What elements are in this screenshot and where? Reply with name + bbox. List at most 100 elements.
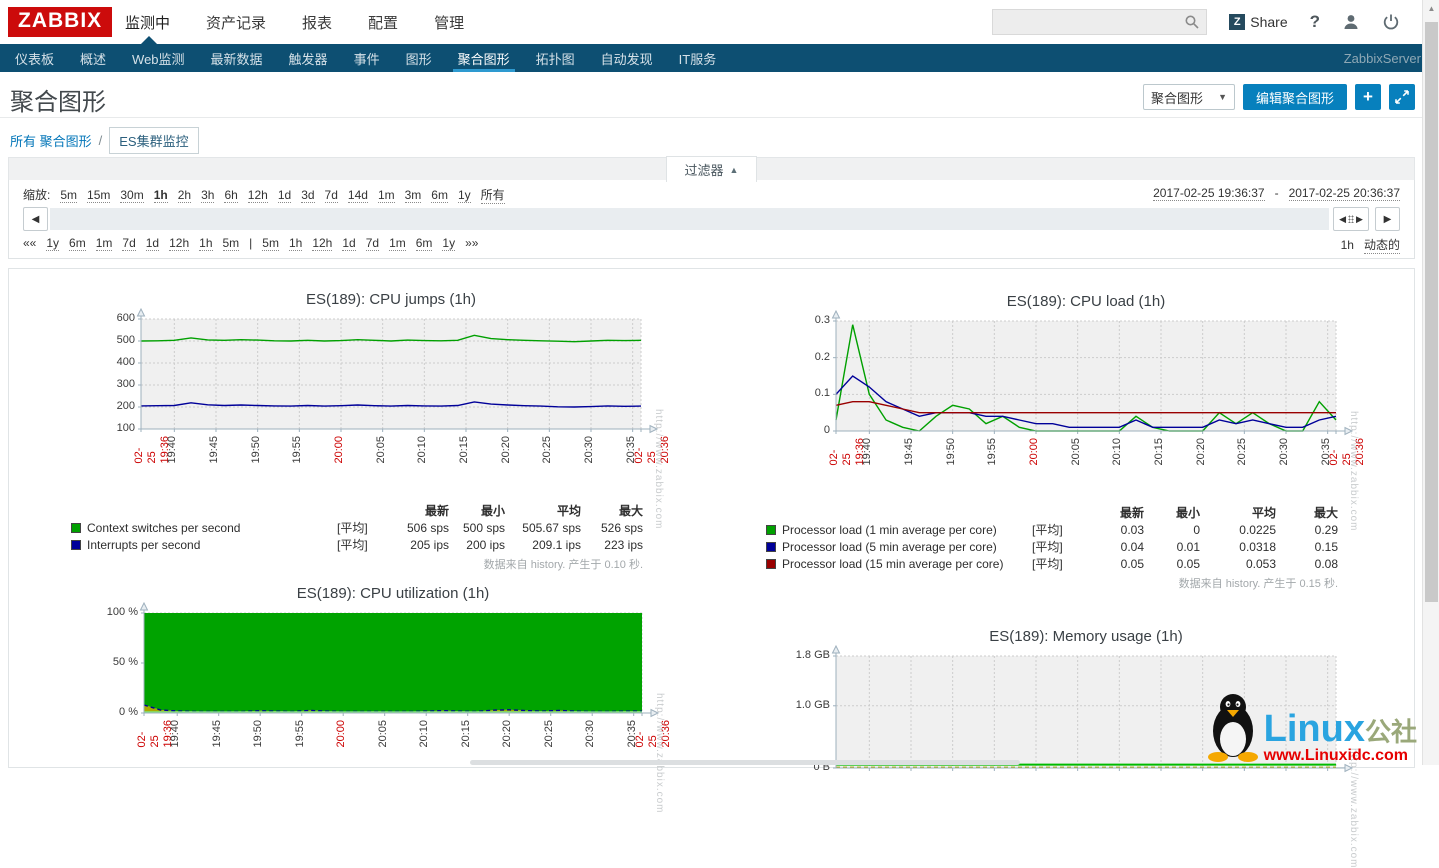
pager-back-link[interactable]: 1d [146,236,159,251]
pager-forward-link[interactable]: 1d [342,236,355,251]
legend-column-header: 最新 [1078,505,1144,522]
pager-forward-link[interactable]: 7d [366,236,379,251]
pager-back-link[interactable]: 5m [223,236,240,251]
y-axis-tick-label: 50 % [90,656,138,668]
y-axis-tick-label: 100 % [90,606,138,618]
zoom-option-link[interactable]: 5m [60,188,77,203]
pager-back-link[interactable]: 1y [46,236,59,251]
breadcrumb-all-screens-link[interactable]: 所有 聚合图形 [10,131,92,150]
tux-penguin-icon [1204,691,1262,763]
sub-nav-item[interactable]: 仪表板 [2,44,67,72]
pager-forward-link[interactable]: 6m [416,236,433,251]
sub-nav-item[interactable]: 事件 [341,44,393,72]
pager-back-link[interactable]: «« [23,236,36,250]
add-button[interactable]: + [1355,84,1381,110]
timeline-scroll-left-button[interactable]: ◀ [23,207,48,231]
pager-forward-link[interactable]: 12h [312,236,332,251]
sub-nav-item[interactable]: 概述 [67,44,119,72]
x-axis-tick-label: 19:45 [208,436,221,464]
pager-forward-link[interactable]: »» [465,236,478,250]
sub-nav-item[interactable]: 最新数据 [198,44,276,72]
main-nav-item[interactable]: 监测中 [125,12,170,33]
x-axis-tick-label: 20:25 [1236,438,1249,466]
legend-item-function: [平均] [1032,556,1078,573]
user-profile-icon[interactable] [1342,13,1360,31]
vertical-scrollbar[interactable]: ▲ [1422,0,1439,765]
sub-nav-item[interactable]: 聚合图形 [445,44,523,72]
screen-select[interactable]: 聚合图形 ▼ [1143,84,1235,110]
zoom-option-link[interactable]: 1d [278,188,291,203]
share-button[interactable]: Z Share [1229,14,1287,30]
sub-nav: 仪表板概述Web监测最新数据触发器事件图形聚合图形拓扑图自动发现IT服务 [0,44,1422,72]
zoom-option-link[interactable]: 1h [154,188,168,203]
x-axis-tick-label: 20:30 [1278,438,1291,466]
legend-item-label: Interrupts per second [87,537,337,554]
legend-column-header: 最小 [1144,505,1200,522]
edit-screen-button[interactable]: 编辑聚合图形 [1243,84,1347,110]
chart-plot[interactable] [136,603,660,725]
pager-back-link[interactable]: 12h [169,236,189,251]
zoom-option-link[interactable]: 1m [378,188,395,203]
pager-back-link[interactable]: 1m [96,236,113,251]
x-axis-tick-label: 20:15 [460,720,473,748]
horizontal-scrollbar-thumb[interactable] [470,760,1020,765]
range-from-link[interactable]: 2017-02-25 19:36:37 [1153,186,1264,201]
zoom-option-link[interactable]: 15m [87,188,110,203]
zoom-option-link[interactable]: 6m [431,188,448,203]
zoom-option-link[interactable]: 12h [248,188,268,203]
zoom-option-link[interactable]: 6h [224,188,237,203]
sub-nav-item[interactable]: 拓扑图 [523,44,588,72]
pager-back-link[interactable]: 7d [122,236,135,251]
zoom-option-link[interactable]: 2h [178,188,191,203]
pager-forward-link[interactable]: 1h [289,236,302,251]
zoom-option-link[interactable]: 30m [120,188,143,203]
logout-power-icon[interactable] [1382,13,1400,31]
help-button[interactable]: ? [1310,12,1320,32]
dynamic-link[interactable]: 动态的 [1364,236,1400,254]
zoom-option-link[interactable]: 3d [301,188,314,203]
sub-nav-item[interactable]: 触发器 [276,44,341,72]
zoom-option-link[interactable]: 1y [458,188,471,203]
sub-nav-item[interactable]: 自动发现 [588,44,666,72]
pager-back-link[interactable]: 1h [199,236,212,251]
y-axis-tick-label: 600 [87,312,135,324]
x-axis-tick-label: 20:15 [458,436,471,464]
zoom-option-link[interactable]: 3h [201,188,214,203]
legend-item-label: Context switches per second [87,520,337,537]
search-input[interactable] [992,9,1207,35]
main-nav-item[interactable]: 配置 [368,12,398,33]
y-axis-tick-label: 1.0 GB [782,699,830,711]
zabbix-logo[interactable]: ZABBIX [8,7,112,37]
main-nav-item[interactable]: 资产记录 [206,12,266,33]
timeline-scrollbar-track[interactable] [50,208,1329,230]
filter-tab[interactable]: 过滤器 ▲ [666,156,757,182]
range-to-link[interactable]: 2017-02-25 20:36:37 [1289,186,1400,201]
zoom-option-link[interactable]: 14d [348,188,368,203]
sub-nav-item[interactable]: 图形 [393,44,445,72]
chart-plot[interactable] [828,311,1354,443]
pager-forward-link[interactable]: 1m [389,236,406,251]
fullscreen-button[interactable] [1389,84,1415,110]
main-nav-item[interactable]: 报表 [302,12,332,33]
main-nav-item[interactable]: 管理 [434,12,464,33]
chart-2: ES(189): CPU utilization (1h)100 %50 %0 … [89,585,682,595]
timeline-scroll-right-button[interactable]: ▶ [1375,207,1400,231]
vertical-scrollbar-thumb[interactable] [1425,22,1438,602]
zoom-option-link[interactable]: 3m [405,188,422,203]
legend-item-value: 0.15 [1276,539,1338,556]
pager-back-link[interactable]: 6m [69,236,86,251]
sub-nav-item[interactable]: Web监测 [119,44,198,72]
pager-forward-link[interactable]: 1y [442,236,455,251]
legend-item-value: 506 sps [383,520,449,537]
zoom-option-link[interactable]: 7d [325,188,338,203]
pager-forward-link[interactable]: 5m [262,236,279,251]
zoom-option-link[interactable]: 所有 [481,186,505,204]
legend-color-swatch [766,525,776,535]
sub-nav-item[interactable]: IT服务 [666,44,730,72]
chart-plot[interactable] [133,309,659,441]
breadcrumb-current-screen[interactable]: ES集群监控 [109,127,198,154]
legend-footer-note: 数据来自 history. 产生于 0.10 秒. [71,557,643,574]
filter-tab-label: 过滤器 [685,160,724,179]
scrollbar-up-arrow-icon[interactable]: ▲ [1423,0,1439,16]
timeline-drag-handle[interactable]: ◀ ▶ [1333,207,1369,231]
